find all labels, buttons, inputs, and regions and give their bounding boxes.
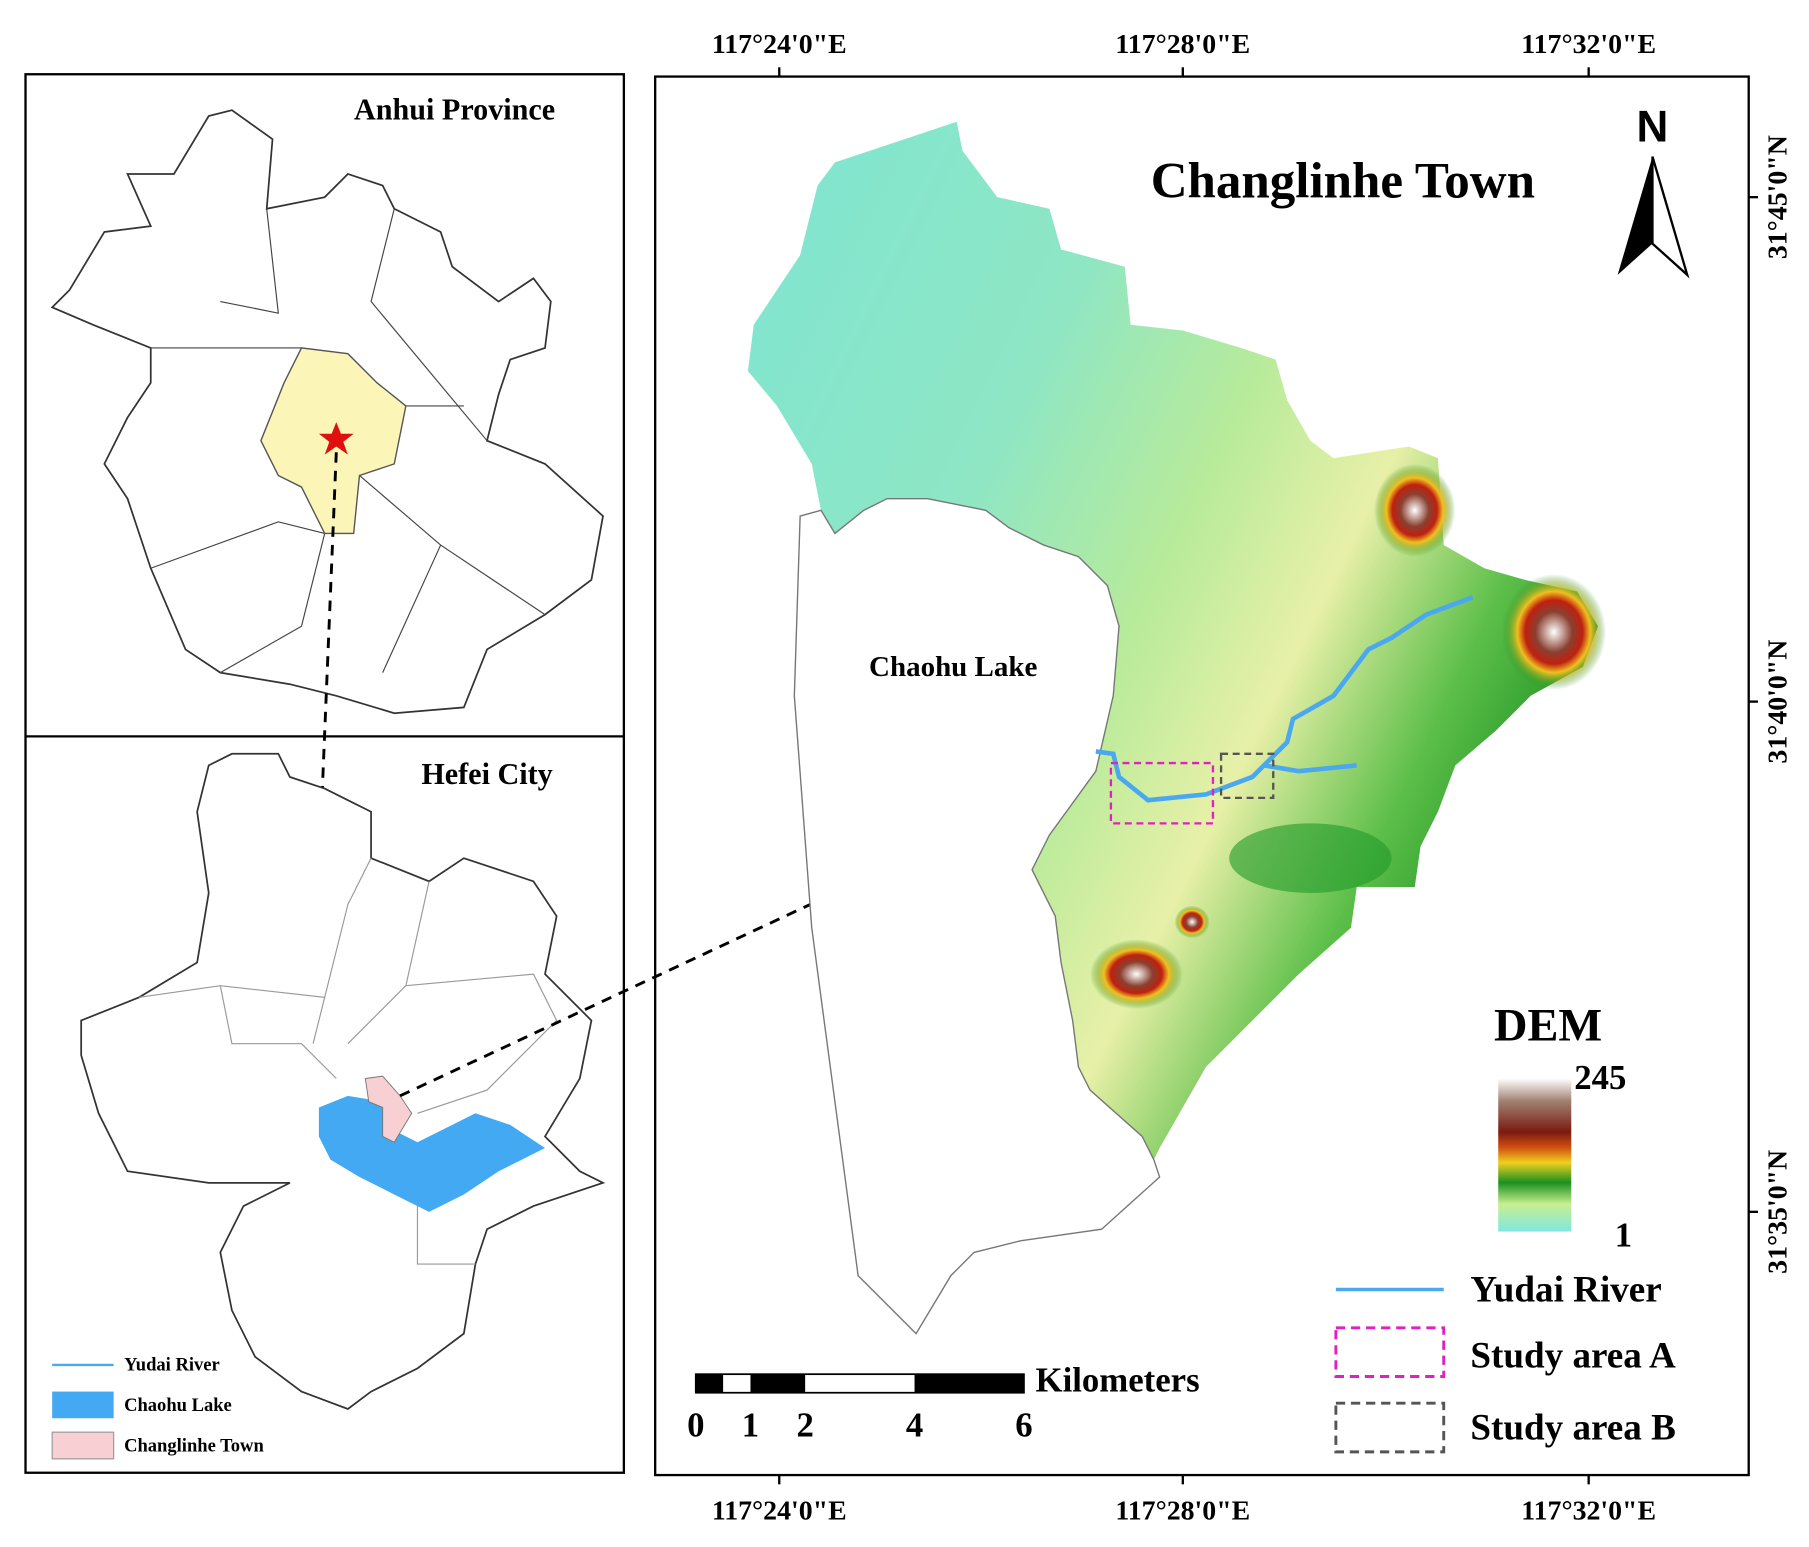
lon-label: 117°24'0"E	[712, 1496, 847, 1527]
lake-label: Chaohu Lake	[869, 651, 1037, 683]
lon-label: 117°32'0"E	[1521, 29, 1656, 60]
legend-swatch	[51, 1431, 115, 1460]
lat-label: 31°45'0"N	[1762, 135, 1793, 259]
dem-min: 1	[1615, 1215, 1632, 1254]
scale-segment	[750, 1374, 806, 1393]
legend-label: Study area B	[1470, 1408, 1675, 1449]
scale-label: 0	[687, 1406, 704, 1445]
north-label: N	[1637, 103, 1669, 152]
anhui-districts	[150, 208, 546, 674]
lon-label: 117°28'0"E	[1115, 29, 1250, 60]
changlinhe-town	[364, 1075, 413, 1143]
hefei-outline	[80, 752, 606, 1410]
lon-label: 117°28'0"E	[1115, 1496, 1250, 1527]
dem-hill	[1090, 939, 1183, 1009]
study-area-a	[1109, 761, 1215, 825]
hefei-districts	[139, 857, 558, 1265]
dem-hill	[1374, 463, 1456, 557]
hefei-star	[318, 422, 354, 455]
inset-title: Hefei City	[421, 757, 552, 791]
legend-label: Yudai River	[124, 1354, 220, 1375]
dem-max: 245	[1574, 1058, 1626, 1097]
dem-hill	[1501, 574, 1607, 691]
legend-label: Yudai River	[1470, 1270, 1661, 1311]
lon-label: 117°32'0"E	[1521, 1496, 1656, 1527]
dem-ridge	[1229, 823, 1392, 893]
lon-label: 117°24'0"E	[712, 29, 847, 60]
scale-label: 2	[796, 1406, 813, 1445]
legend-label: Study area A	[1470, 1336, 1676, 1377]
legend-swatch	[1334, 1401, 1446, 1454]
scale-segment	[914, 1374, 1024, 1393]
dynamic-layer: 117°24'0"E 117°28'0"E 117°32'0"E 117°24'0"E…	[687, 29, 1793, 1527]
legend-swatch	[52, 1391, 114, 1419]
lat-label: 31°40'0"N	[1762, 640, 1793, 764]
dem-colorbar	[1498, 1078, 1572, 1232]
scale-label: 6	[1015, 1406, 1032, 1445]
dem-title: DEM	[1494, 1000, 1602, 1051]
north-arrow	[1617, 156, 1653, 275]
legend-label: Chaohu Lake	[124, 1395, 232, 1416]
main-frame	[654, 75, 1750, 1477]
main-title: Changlinhe Town	[1151, 153, 1535, 209]
scale-label: 4	[906, 1406, 923, 1445]
chaohu-lake	[318, 1095, 546, 1212]
legend-label: Changlinhe Town	[124, 1435, 264, 1456]
lat-label: 31°35'0"N	[1762, 1150, 1793, 1274]
inset-frame	[24, 73, 626, 1474]
scale-label: 1	[742, 1406, 759, 1445]
inset-title: Anhui Province	[354, 92, 555, 126]
dem-hill	[1174, 905, 1210, 939]
chaohu-lake-outline	[793, 497, 1161, 1335]
scale-segment	[695, 1374, 724, 1393]
scale-unit: Kilometers	[1036, 1360, 1200, 1399]
north-arrow	[1651, 156, 1690, 279]
dem-surface	[747, 121, 1598, 1160]
leader-line	[320, 452, 338, 789]
legend-swatch	[1334, 1326, 1446, 1378]
study-area-b	[1219, 752, 1275, 800]
yudai-river	[1263, 763, 1357, 774]
yudai-river	[1095, 595, 1474, 803]
